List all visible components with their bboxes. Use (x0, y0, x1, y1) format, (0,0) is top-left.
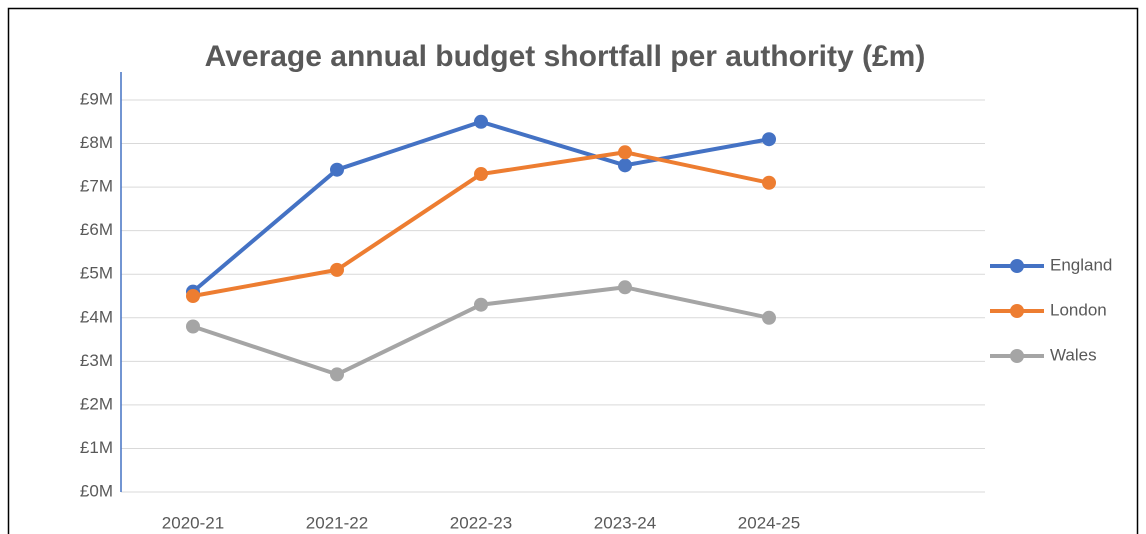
data-point (186, 319, 200, 334)
chart-title: Average annual budget shortfall per auth… (205, 40, 926, 73)
data-point (330, 162, 344, 177)
legend-label: London (1050, 300, 1107, 319)
y-tick-label: £3M (80, 351, 113, 370)
y-tick-label: £5M (80, 264, 113, 283)
y-tick-label: £0M (80, 481, 113, 500)
data-point (618, 158, 632, 173)
y-tick-label: £4M (80, 307, 113, 326)
legend-label: England (1050, 255, 1112, 274)
legend-marker (1010, 259, 1024, 273)
legend-marker (1010, 304, 1024, 318)
data-point (762, 132, 776, 147)
y-tick-label: £7M (80, 177, 113, 196)
data-point (186, 289, 200, 303)
data-point (474, 297, 488, 312)
data-point (618, 145, 632, 160)
y-tick-label: £9M (80, 89, 113, 108)
x-tick-label: 2023-24 (594, 513, 656, 532)
data-point (474, 114, 488, 129)
data-point (762, 175, 776, 190)
data-point (762, 310, 776, 325)
x-tick-label: 2021-22 (306, 513, 368, 532)
y-tick-label: £1M (80, 438, 113, 457)
legend-label: Wales (1050, 345, 1097, 364)
chart-border (7, 7, 1139, 534)
y-tick-label: £8M (80, 133, 113, 152)
x-tick-label: 2020-21 (162, 513, 224, 532)
legend-marker (1010, 349, 1024, 363)
data-point (618, 280, 632, 295)
y-tick-label: £2M (80, 394, 113, 413)
x-tick-label: 2022-23 (450, 513, 512, 532)
x-tick-label: 2024-25 (738, 513, 800, 532)
data-point (330, 367, 344, 382)
data-point (330, 262, 344, 277)
y-tick-label: £6M (80, 220, 113, 239)
data-point (474, 167, 488, 182)
